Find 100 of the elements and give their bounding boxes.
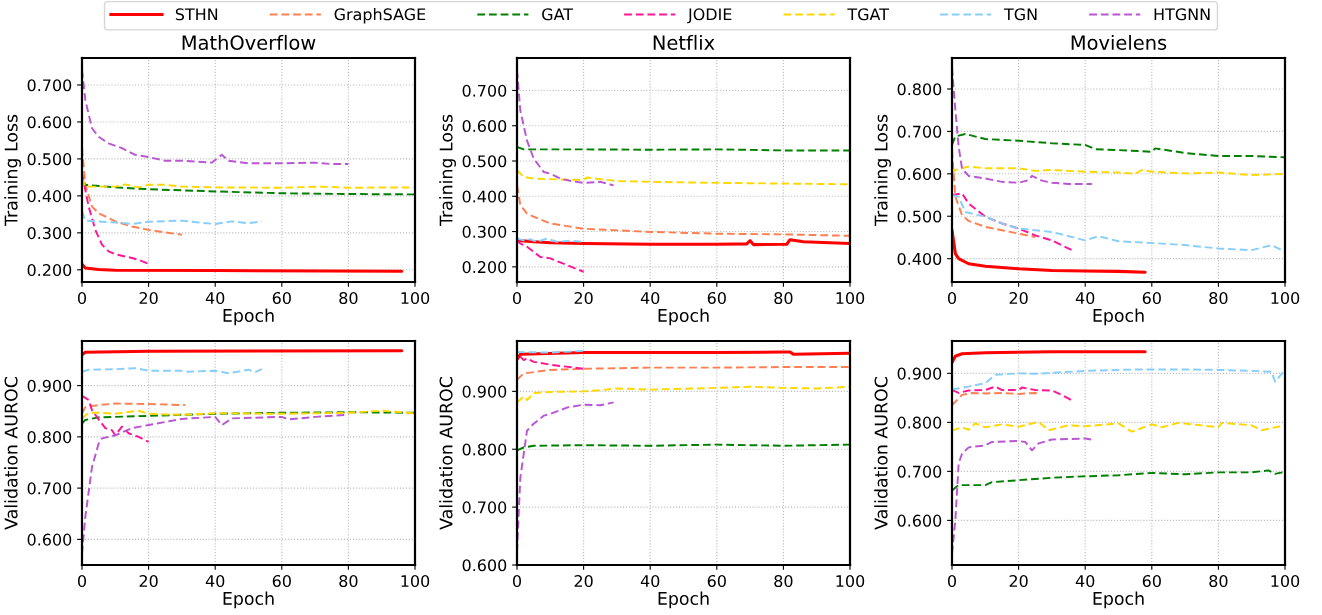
line-series — [82, 409, 415, 420]
y-tick-label: 0.300 — [462, 225, 507, 238]
line-series — [82, 402, 187, 415]
x-tick-label: 60 — [707, 575, 726, 588]
line-series — [517, 385, 850, 404]
line-series — [952, 385, 1073, 402]
x-tick-label: 100 — [1271, 292, 1300, 305]
y-tick-label: 0.600 — [27, 533, 72, 546]
x-tick-label: 20 — [1009, 292, 1028, 305]
x-tick-label: 20 — [574, 292, 593, 305]
x-axis-title: Epoch — [658, 308, 709, 326]
line-series — [952, 132, 1285, 159]
legend-label: TGAT — [847, 8, 890, 21]
chart-title: MathOverflow — [182, 34, 316, 50]
y-tick-label: 0.800 — [27, 431, 72, 444]
y-tick-label: 0.700 — [897, 465, 942, 478]
x-tick-label: 60 — [272, 575, 291, 588]
y-tick-label: 0.700 — [897, 125, 942, 138]
y-tick-label: 0.900 — [462, 385, 507, 398]
x-tick-label: 80 — [1209, 292, 1228, 305]
x-tick-label: 40 — [640, 292, 660, 305]
x-tick-label: 20 — [1009, 575, 1028, 588]
x-tick-label: 80 — [339, 292, 358, 305]
x-tick-label: 60 — [707, 292, 726, 305]
x-tick-label: 60 — [1142, 292, 1161, 305]
line-series — [82, 210, 263, 225]
y-tick-label: 0.800 — [462, 443, 507, 456]
line-series — [952, 192, 1073, 252]
line-series — [952, 469, 1285, 492]
x-tick-label: 80 — [774, 292, 793, 305]
legend-label: STHN — [175, 8, 218, 21]
line-series — [517, 169, 850, 186]
x-tick-label: 40 — [640, 575, 660, 588]
x-axis-title: Epoch — [658, 591, 709, 609]
line-series — [952, 368, 1285, 391]
line-series — [82, 411, 415, 425]
x-tick-label: 100 — [1271, 575, 1300, 588]
y-tick-label: 0.500 — [462, 155, 507, 168]
y-tick-label: 0.600 — [462, 559, 507, 572]
y-tick-label: 0.500 — [897, 210, 942, 223]
x-tick-label: 100 — [401, 292, 430, 305]
legend-label: GraphSAGE — [334, 7, 426, 24]
legend-label: HTGNN — [1154, 8, 1210, 21]
line-series — [952, 391, 1040, 407]
chart-title: Netflix — [653, 34, 715, 50]
y-axis-title: Training Loss — [439, 114, 456, 227]
line-series — [82, 262, 404, 273]
line-series — [519, 355, 585, 370]
x-tick-label: 0 — [947, 575, 957, 588]
y-tick-label: 0.400 — [27, 190, 72, 203]
x-axis-title: Epoch — [223, 308, 274, 326]
y-axis-title: Validation AUROC — [874, 377, 888, 530]
x-tick-label: 20 — [574, 575, 593, 588]
y-tick-label: 0.200 — [27, 264, 72, 277]
line-series — [952, 350, 1147, 365]
y-tick-label: 0.800 — [897, 83, 942, 96]
y-tick-label: 0.900 — [27, 379, 72, 392]
y-tick-label: 0.700 — [462, 501, 507, 514]
y-axis-title: Training Loss — [4, 114, 21, 227]
legend-label: GAT — [542, 8, 574, 21]
y-tick-label: 0.600 — [897, 168, 942, 181]
x-tick-label: 100 — [401, 575, 430, 588]
y-tick-label: 0.600 — [897, 514, 942, 527]
y-tick-label: 0.700 — [27, 482, 72, 495]
y-tick-label: 0.300 — [27, 227, 72, 240]
x-tick-label: 0 — [77, 292, 87, 305]
line-series — [952, 165, 1285, 177]
y-axis-title: Validation AUROC — [439, 377, 453, 530]
x-tick-label: 40 — [205, 292, 225, 305]
x-tick-label: 40 — [205, 575, 225, 588]
x-tick-label: 80 — [774, 575, 793, 588]
x-tick-label: 0 — [512, 292, 522, 305]
line-series — [517, 366, 850, 381]
y-axis-title: Validation AUROC — [4, 377, 18, 530]
y-tick-label: 0.400 — [897, 252, 942, 265]
x-tick-label: 0 — [512, 575, 522, 588]
line-series — [517, 350, 850, 362]
x-tick-label: 60 — [1142, 575, 1161, 588]
y-tick-label: 0.600 — [27, 116, 72, 129]
x-tick-label: 100 — [836, 292, 865, 305]
y-tick-label: 0.600 — [462, 119, 507, 133]
line-series — [952, 228, 1147, 274]
legend-label: TGN — [1003, 8, 1037, 21]
x-axis-title: Epoch — [1093, 591, 1144, 609]
x-axis-title: Epoch — [1093, 308, 1144, 326]
x-tick-label: 40 — [1075, 575, 1095, 588]
chart-title: Movielens — [1071, 34, 1167, 50]
y-tick-label: 0.700 — [27, 79, 72, 92]
y-tick-label: 0.400 — [462, 190, 507, 203]
y-axis-title: Training Loss — [874, 114, 891, 227]
line-series — [517, 239, 585, 273]
y-tick-label: 0.500 — [27, 153, 72, 166]
x-tick-label: 80 — [1209, 575, 1228, 588]
x-tick-label: 40 — [1075, 292, 1095, 305]
y-tick-label: 0.200 — [462, 261, 507, 274]
y-tick-label: 0.800 — [897, 416, 942, 429]
legend-label: JODIE — [687, 8, 732, 24]
line-series — [82, 394, 150, 443]
x-tick-label: 80 — [339, 575, 358, 588]
x-tick-label: 0 — [77, 575, 87, 588]
